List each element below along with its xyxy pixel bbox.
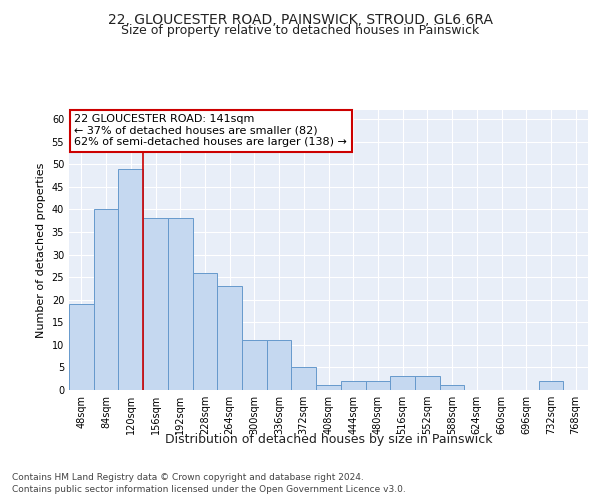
Bar — [242, 340, 267, 390]
Bar — [94, 210, 118, 390]
Y-axis label: Number of detached properties: Number of detached properties — [36, 162, 46, 338]
Bar — [193, 272, 217, 390]
Text: 22 GLOUCESTER ROAD: 141sqm
← 37% of detached houses are smaller (82)
62% of semi: 22 GLOUCESTER ROAD: 141sqm ← 37% of deta… — [74, 114, 347, 148]
Bar — [415, 376, 440, 390]
Text: Contains HM Land Registry data © Crown copyright and database right 2024.
Contai: Contains HM Land Registry data © Crown c… — [12, 472, 406, 494]
Bar — [168, 218, 193, 390]
Text: Size of property relative to detached houses in Painswick: Size of property relative to detached ho… — [121, 24, 479, 37]
Bar — [440, 386, 464, 390]
Bar — [316, 386, 341, 390]
Bar — [292, 368, 316, 390]
Bar — [118, 168, 143, 390]
Text: Distribution of detached houses by size in Painswick: Distribution of detached houses by size … — [165, 432, 493, 446]
Bar — [217, 286, 242, 390]
Bar — [390, 376, 415, 390]
Bar — [365, 381, 390, 390]
Bar — [341, 381, 365, 390]
Bar — [539, 381, 563, 390]
Bar — [69, 304, 94, 390]
Text: 22, GLOUCESTER ROAD, PAINSWICK, STROUD, GL6 6RA: 22, GLOUCESTER ROAD, PAINSWICK, STROUD, … — [107, 12, 493, 26]
Bar — [267, 340, 292, 390]
Bar — [143, 218, 168, 390]
